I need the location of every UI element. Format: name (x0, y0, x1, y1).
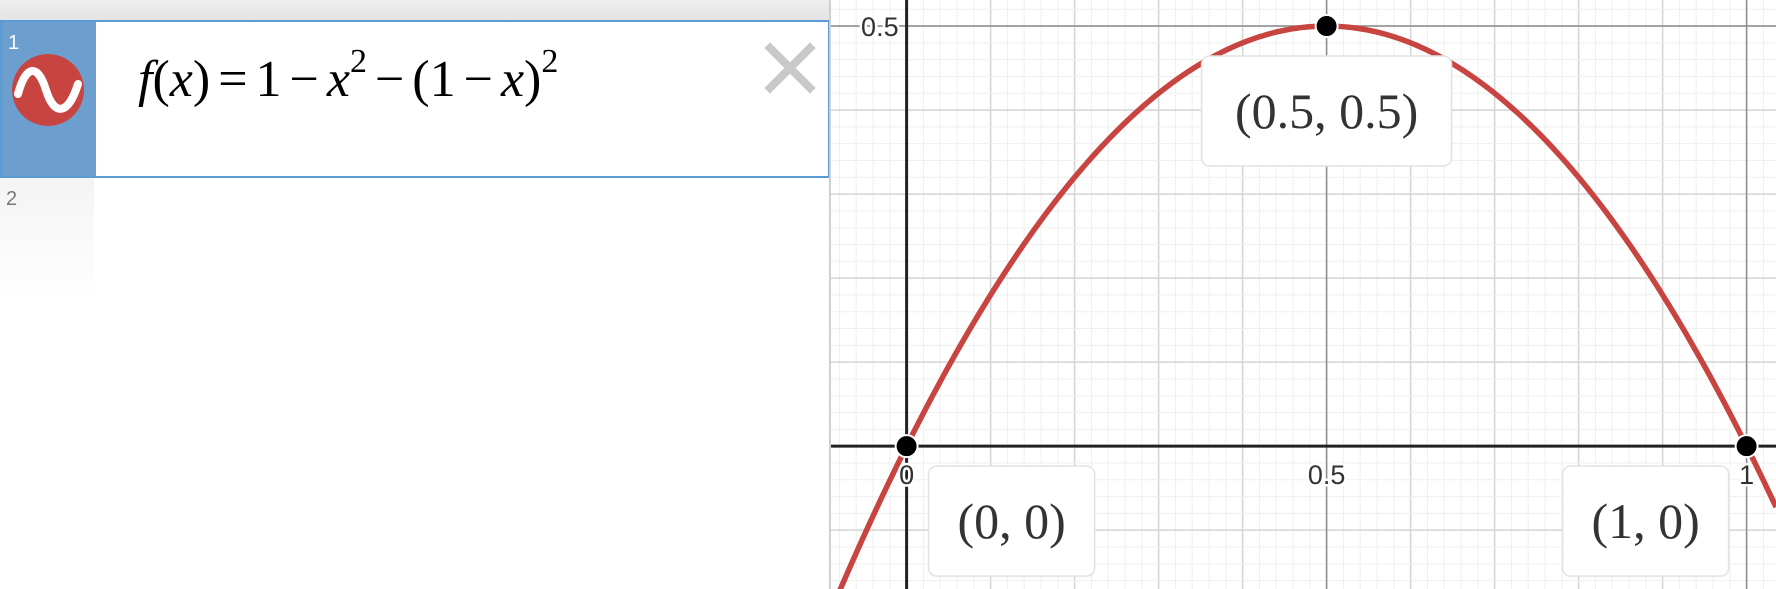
x-tick-label: 0.5 (1308, 460, 1346, 490)
expression-index: 1 (8, 32, 20, 54)
points-layer (894, 14, 1759, 459)
equals-sign: = (218, 51, 248, 108)
minus-sign: − (289, 51, 319, 108)
point-marker (894, 434, 919, 459)
x-tick-label: 0 (899, 460, 914, 490)
minus-sign: − (463, 51, 493, 108)
expression-gutter: 2 (0, 178, 94, 303)
variable: x (169, 51, 193, 108)
constant: 1 (429, 51, 456, 108)
panel-divider[interactable] (829, 0, 831, 589)
expression-row-2[interactable]: 2 (0, 178, 830, 303)
constant: 1 (255, 51, 282, 108)
close-icon (764, 42, 816, 94)
expression-row-1[interactable]: 1 f(x) = 1− x2− (1− x)2 (0, 20, 830, 178)
point-marker (1734, 434, 1759, 459)
function-name: f (138, 51, 153, 108)
point-label: (1, 0) (1591, 493, 1699, 549)
point-label-box (927, 465, 1096, 577)
variable: x (500, 51, 525, 108)
graph-paper[interactable]: 0 0.5 1 0.5 (0, 0) (0.5, 0.5) (1, 0) (831, 0, 1776, 589)
expression-index: 2 (6, 188, 18, 210)
curve-layer (837, 23, 1776, 589)
expression-input[interactable]: f(x) = 1− x2− (1− x)2 (138, 45, 558, 110)
point-marker (1314, 14, 1339, 39)
paren: ) (192, 51, 211, 108)
expression-gutter: 1 (2, 22, 96, 176)
paren: ( (412, 51, 430, 108)
minus-sign: − (374, 51, 405, 108)
point-label-box (1200, 55, 1453, 167)
x-tick-label: 1 (1739, 460, 1754, 490)
axes (831, 0, 1776, 589)
expression-list: 1 f(x) = 1− x2− (1− x)2 2 (0, 0, 830, 589)
paren: ( (152, 51, 170, 108)
exponent: 2 (349, 43, 367, 80)
point-label: (0.5, 0.5) (1235, 83, 1418, 139)
point-label-box (1561, 465, 1730, 577)
expression-list-header (0, 0, 830, 20)
function-curve (837, 23, 1776, 589)
point-label: (0, 0) (957, 493, 1065, 549)
paren: ) (524, 51, 542, 108)
delete-expression-button[interactable] (760, 38, 820, 98)
labels-layer: 0 0.5 1 0.5 (0, 0) (0.5, 0.5) (1, 0) (859, 10, 1757, 577)
y-tick-label: 0.5 (861, 12, 899, 42)
graph-color-icon[interactable] (12, 54, 84, 126)
variable: x (326, 51, 350, 108)
exponent: 2 (541, 43, 559, 80)
